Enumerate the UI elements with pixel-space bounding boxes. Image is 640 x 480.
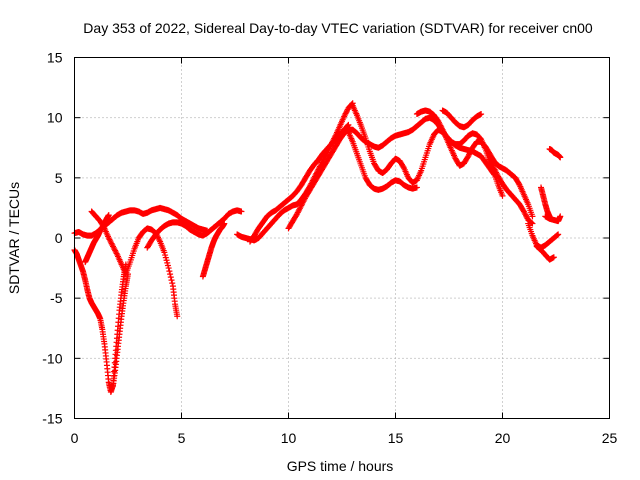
series-arc11 [349,102,506,199]
series-arc12 [345,129,420,193]
data-point [162,254,169,261]
data-point [167,271,174,278]
data-point [413,184,420,191]
series-arc15 [486,156,536,227]
chart-title: Day 353 of 2022, Sidereal Day-to-day VTE… [83,20,593,36]
data-point [161,249,168,256]
data-point [162,252,169,259]
series-arc19 [542,213,564,225]
axis-ticks: 0 5 10 15 20 25 -15 -10 -5 0 5 10 15 [42,50,617,447]
x-tick-label: 5 [178,430,186,446]
series-arc5 [144,207,245,251]
data-point [168,277,175,284]
data-point [555,231,562,238]
y-tick-label: -10 [42,350,62,366]
series-arc14 [439,107,485,131]
series-arc1 [71,247,129,396]
data-point [478,111,485,118]
series-arc20 [546,145,564,161]
data-point [557,213,564,220]
series-arc17 [533,243,557,263]
data-point [169,280,176,287]
data-point [557,154,564,161]
data-point [164,259,171,266]
y-tick-label: 10 [47,110,63,126]
x-axis-label: GPS time / hours [287,458,394,474]
y-tick-label: 0 [55,230,63,246]
series-arc13 [413,107,536,220]
series-arc2 [110,271,131,390]
data-point [105,212,112,219]
data-point [529,213,536,220]
data-point [499,192,506,199]
series-arc6 [199,220,228,280]
y-tick-label: 5 [55,170,63,186]
data-point [554,231,561,238]
data-point [550,254,557,261]
data-point [528,219,535,226]
x-tick-label: 15 [388,430,404,446]
data-point [174,313,181,320]
grid-lines [74,57,610,419]
series-arc10 [285,114,497,232]
x-tick-label: 0 [71,430,79,446]
x-tick-label: 10 [281,430,297,446]
y-tick-label: -15 [42,411,62,427]
series-arc16 [525,220,562,251]
series-arc7 [82,212,112,266]
x-tick-label: 20 [495,430,511,446]
data-point [164,262,171,269]
data-points [71,100,564,396]
data-point [238,208,245,215]
data-point [166,268,173,275]
y-axis-label: SDTVAR / TECUs [6,182,22,294]
y-tick-label: 15 [47,50,63,66]
y-tick-label: -5 [50,290,63,306]
data-point [163,257,170,264]
series-arc9 [246,121,352,245]
data-point [167,274,174,281]
data-point [221,220,228,227]
x-tick-label: 25 [602,430,618,446]
data-point [165,265,172,272]
